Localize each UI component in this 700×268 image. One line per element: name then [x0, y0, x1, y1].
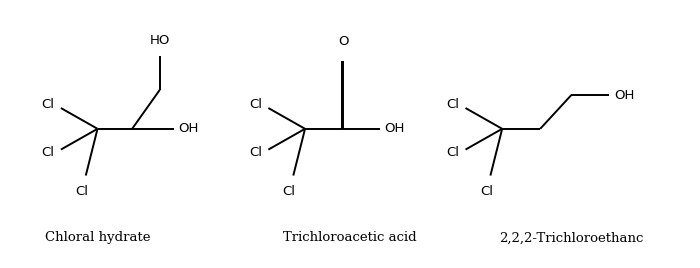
Text: Cl: Cl [75, 185, 88, 198]
Text: Trichloroacetic acid: Trichloroacetic acid [284, 231, 416, 244]
Text: O: O [338, 35, 349, 48]
Text: Chloral hydrate: Chloral hydrate [45, 231, 150, 244]
Text: OH: OH [384, 122, 405, 135]
Text: OH: OH [178, 122, 199, 135]
Text: Cl: Cl [283, 185, 295, 198]
Text: Cl: Cl [447, 98, 459, 111]
Text: Cl: Cl [249, 98, 262, 111]
Text: Cl: Cl [480, 185, 493, 198]
Text: Cl: Cl [42, 98, 55, 111]
Text: Cl: Cl [249, 146, 262, 159]
Text: OH: OH [614, 88, 635, 102]
Text: Cl: Cl [42, 146, 55, 159]
Text: HO: HO [150, 34, 170, 47]
Text: Cl: Cl [447, 146, 459, 159]
Text: 2,2,2-Trichloroethanc: 2,2,2-Trichloroethanc [499, 231, 643, 244]
